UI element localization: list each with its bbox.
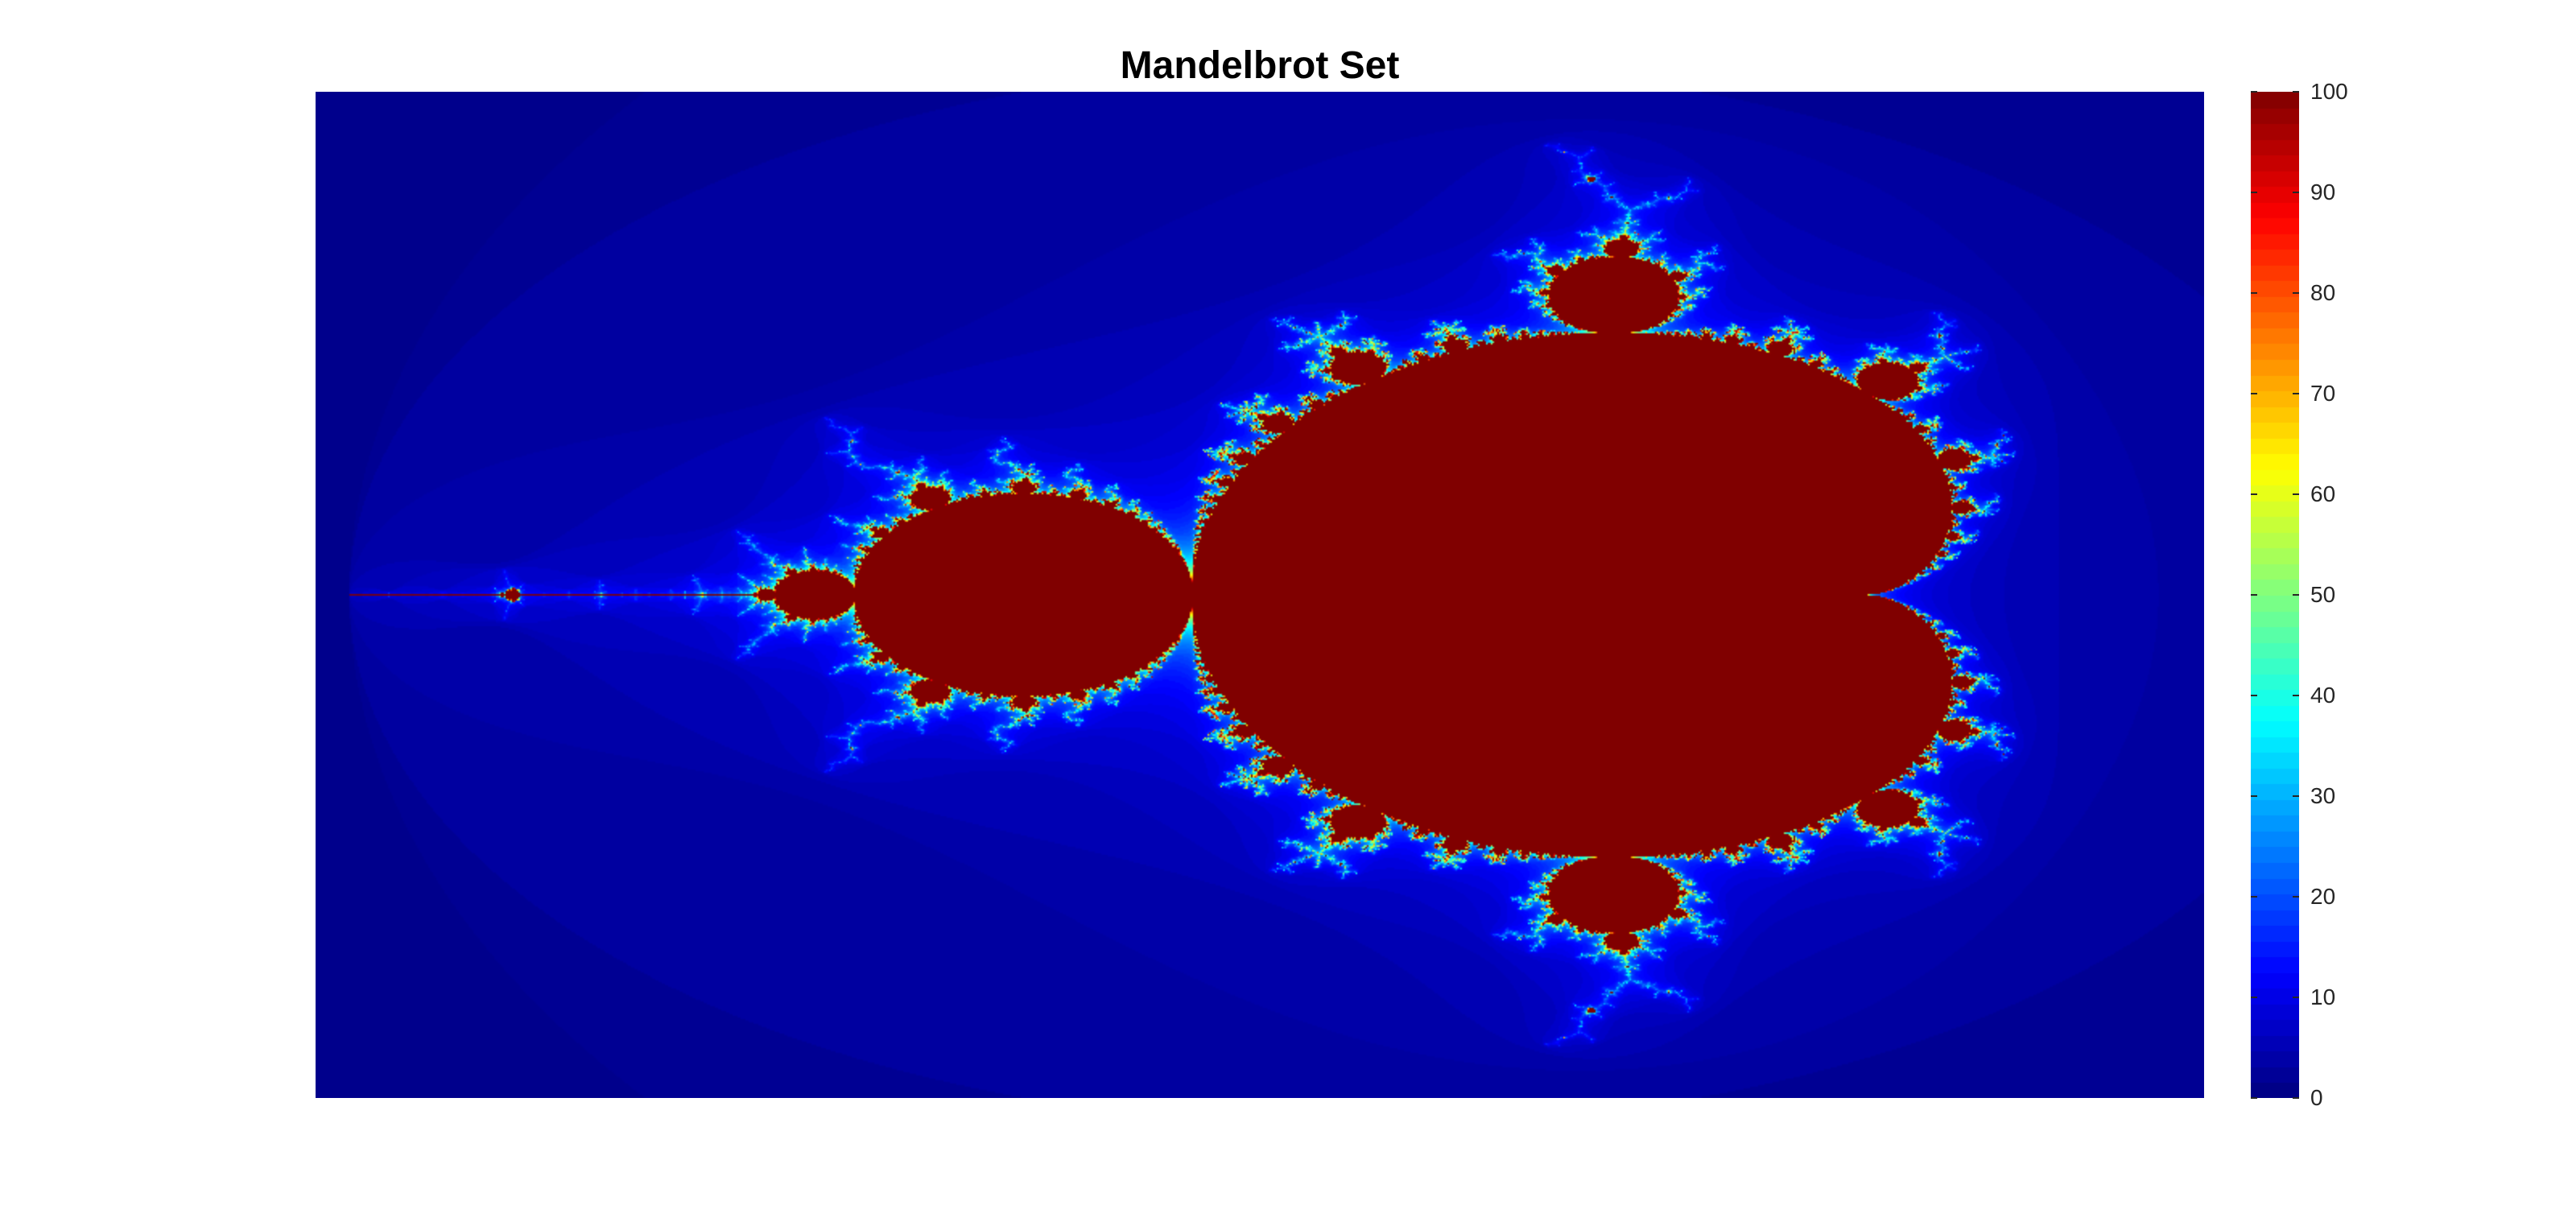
colorbar-tick-mark xyxy=(2293,695,2299,696)
colorbar-tick-label: 100 xyxy=(2310,79,2348,104)
colorbar-tick-label: 80 xyxy=(2310,280,2336,305)
colorbar-tick-mark xyxy=(2293,896,2299,898)
colorbar-tick-mark xyxy=(2251,493,2257,495)
colorbar-tick-mark xyxy=(2251,393,2257,394)
colorbar-tick-label: 0 xyxy=(2310,1085,2323,1110)
colorbar-tick-label: 10 xyxy=(2310,984,2336,1009)
colorbar-tick-mark xyxy=(2293,393,2299,394)
colorbar-tick-label: 60 xyxy=(2310,481,2336,506)
colorbar-tick-mark xyxy=(2251,795,2257,797)
colorbar-tick-mark xyxy=(2293,292,2299,294)
colorbar-tick-mark xyxy=(2251,997,2257,998)
colorbar-tick-mark xyxy=(2251,594,2257,596)
colorbar-tick-mark xyxy=(2293,192,2299,193)
colorbar-tick-mark xyxy=(2293,493,2299,495)
colorbar-tick-label: 50 xyxy=(2310,582,2336,607)
colorbar-tick-label: 70 xyxy=(2310,381,2336,406)
colorbar-tick-mark xyxy=(2251,91,2257,93)
colorbar-tick-mark xyxy=(2293,91,2299,93)
colorbar-tick-label: 30 xyxy=(2310,783,2336,808)
chart-title: Mandelbrot Set xyxy=(1120,44,1400,87)
mandelbrot-heatmap[interactable] xyxy=(316,92,2204,1098)
colorbar-tick-label: 40 xyxy=(2310,683,2336,708)
colorbar-tick-mark xyxy=(2251,695,2257,696)
colorbar-tick-mark xyxy=(2251,192,2257,193)
colorbar-tick-mark xyxy=(2293,594,2299,596)
colorbar-tick-mark xyxy=(2293,795,2299,797)
colorbar-tick-label: 90 xyxy=(2310,180,2336,204)
colorbar-tick-mark xyxy=(2251,896,2257,898)
colorbar-tick-mark xyxy=(2293,1097,2299,1099)
colorbar xyxy=(2251,92,2299,1098)
colorbar-tick-mark xyxy=(2251,1097,2257,1099)
colorbar-tick-label: 20 xyxy=(2310,884,2336,909)
colorbar-tick-mark xyxy=(2251,292,2257,294)
colorbar-tick-mark xyxy=(2293,997,2299,998)
